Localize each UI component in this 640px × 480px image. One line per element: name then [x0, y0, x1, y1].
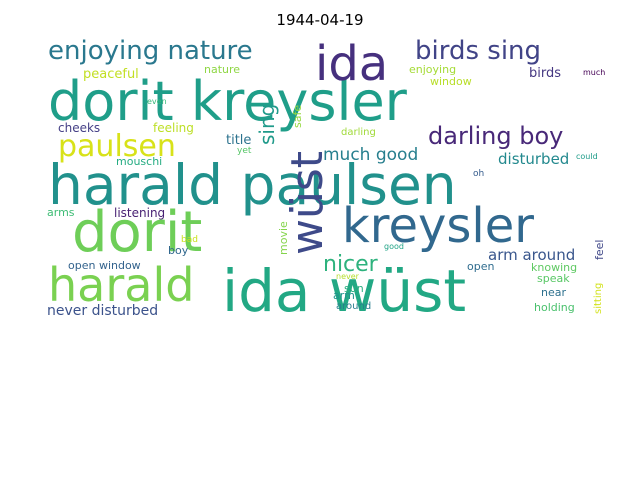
cloud-word: birds sing — [415, 36, 542, 66]
cloud-word: open window — [68, 259, 141, 272]
cloud-word: listening — [114, 206, 166, 220]
cloud-word: cheeks — [58, 121, 101, 135]
cloud-word: bad — [181, 235, 198, 245]
cloud-word: ida wüst — [222, 257, 467, 325]
cloud-word: movie — [277, 221, 290, 255]
cloud-word: near — [541, 286, 567, 299]
cloud-word: never — [336, 272, 359, 281]
cloud-word: title — [226, 133, 252, 148]
cloud-word: open — [467, 260, 495, 273]
cloud-word: enjoying — [409, 63, 457, 76]
cloud-word: never disturbed — [47, 303, 159, 319]
cloud-word: much good — [323, 145, 419, 165]
cloud-word: darling boy — [428, 122, 564, 150]
cloud-word: around — [336, 301, 372, 312]
cloud-word: mouschi — [116, 155, 163, 168]
cloud-word: kreysler — [342, 198, 535, 254]
cloud-word: wüst — [282, 150, 333, 255]
cloud-word: darling — [341, 127, 376, 138]
cloud-word: good — [384, 242, 404, 251]
cloud-word: harald — [48, 258, 195, 312]
cloud-word: feel — [593, 239, 606, 260]
cloud-word: nature — [204, 63, 241, 76]
cloud-word: peaceful — [83, 67, 139, 82]
cloud-word: arm — [333, 289, 355, 302]
cloud-word: yet — [237, 146, 252, 156]
cloud-word: ida — [315, 36, 389, 92]
cloud-word: harald paulsen — [48, 153, 457, 217]
cloud-word: oh — [473, 169, 485, 179]
cloud-word: feeling — [153, 121, 194, 135]
cloud-word: sun — [344, 282, 364, 295]
cloud-word: much — [583, 68, 606, 77]
cloud-title: 1944-04-19 — [276, 11, 364, 29]
cloud-word: safe — [291, 104, 304, 128]
cloud-word: disturbed — [498, 150, 570, 168]
cloud-word: enjoying nature — [48, 36, 253, 66]
cloud-word: knowing — [531, 261, 578, 274]
cloud-word: boy — [168, 244, 189, 257]
cloud-word: sing — [255, 103, 279, 145]
cloud-word: dorit kreysler — [48, 70, 407, 133]
cloud-word: could — [576, 152, 598, 161]
cloud-word: window — [430, 75, 472, 88]
cloud-word: holding — [534, 301, 575, 314]
cloud-word: paulsen — [58, 129, 176, 164]
cloud-word: dorit — [72, 200, 203, 265]
cloud-word: arms — [47, 206, 75, 219]
cloud-word: speak — [537, 272, 570, 285]
cloud-word: nicer — [323, 252, 378, 277]
cloud-word: sitting — [593, 282, 604, 314]
cloud-word: arm around — [488, 246, 576, 264]
cloud-word: even — [147, 97, 167, 106]
cloud-word: birds — [529, 66, 562, 81]
